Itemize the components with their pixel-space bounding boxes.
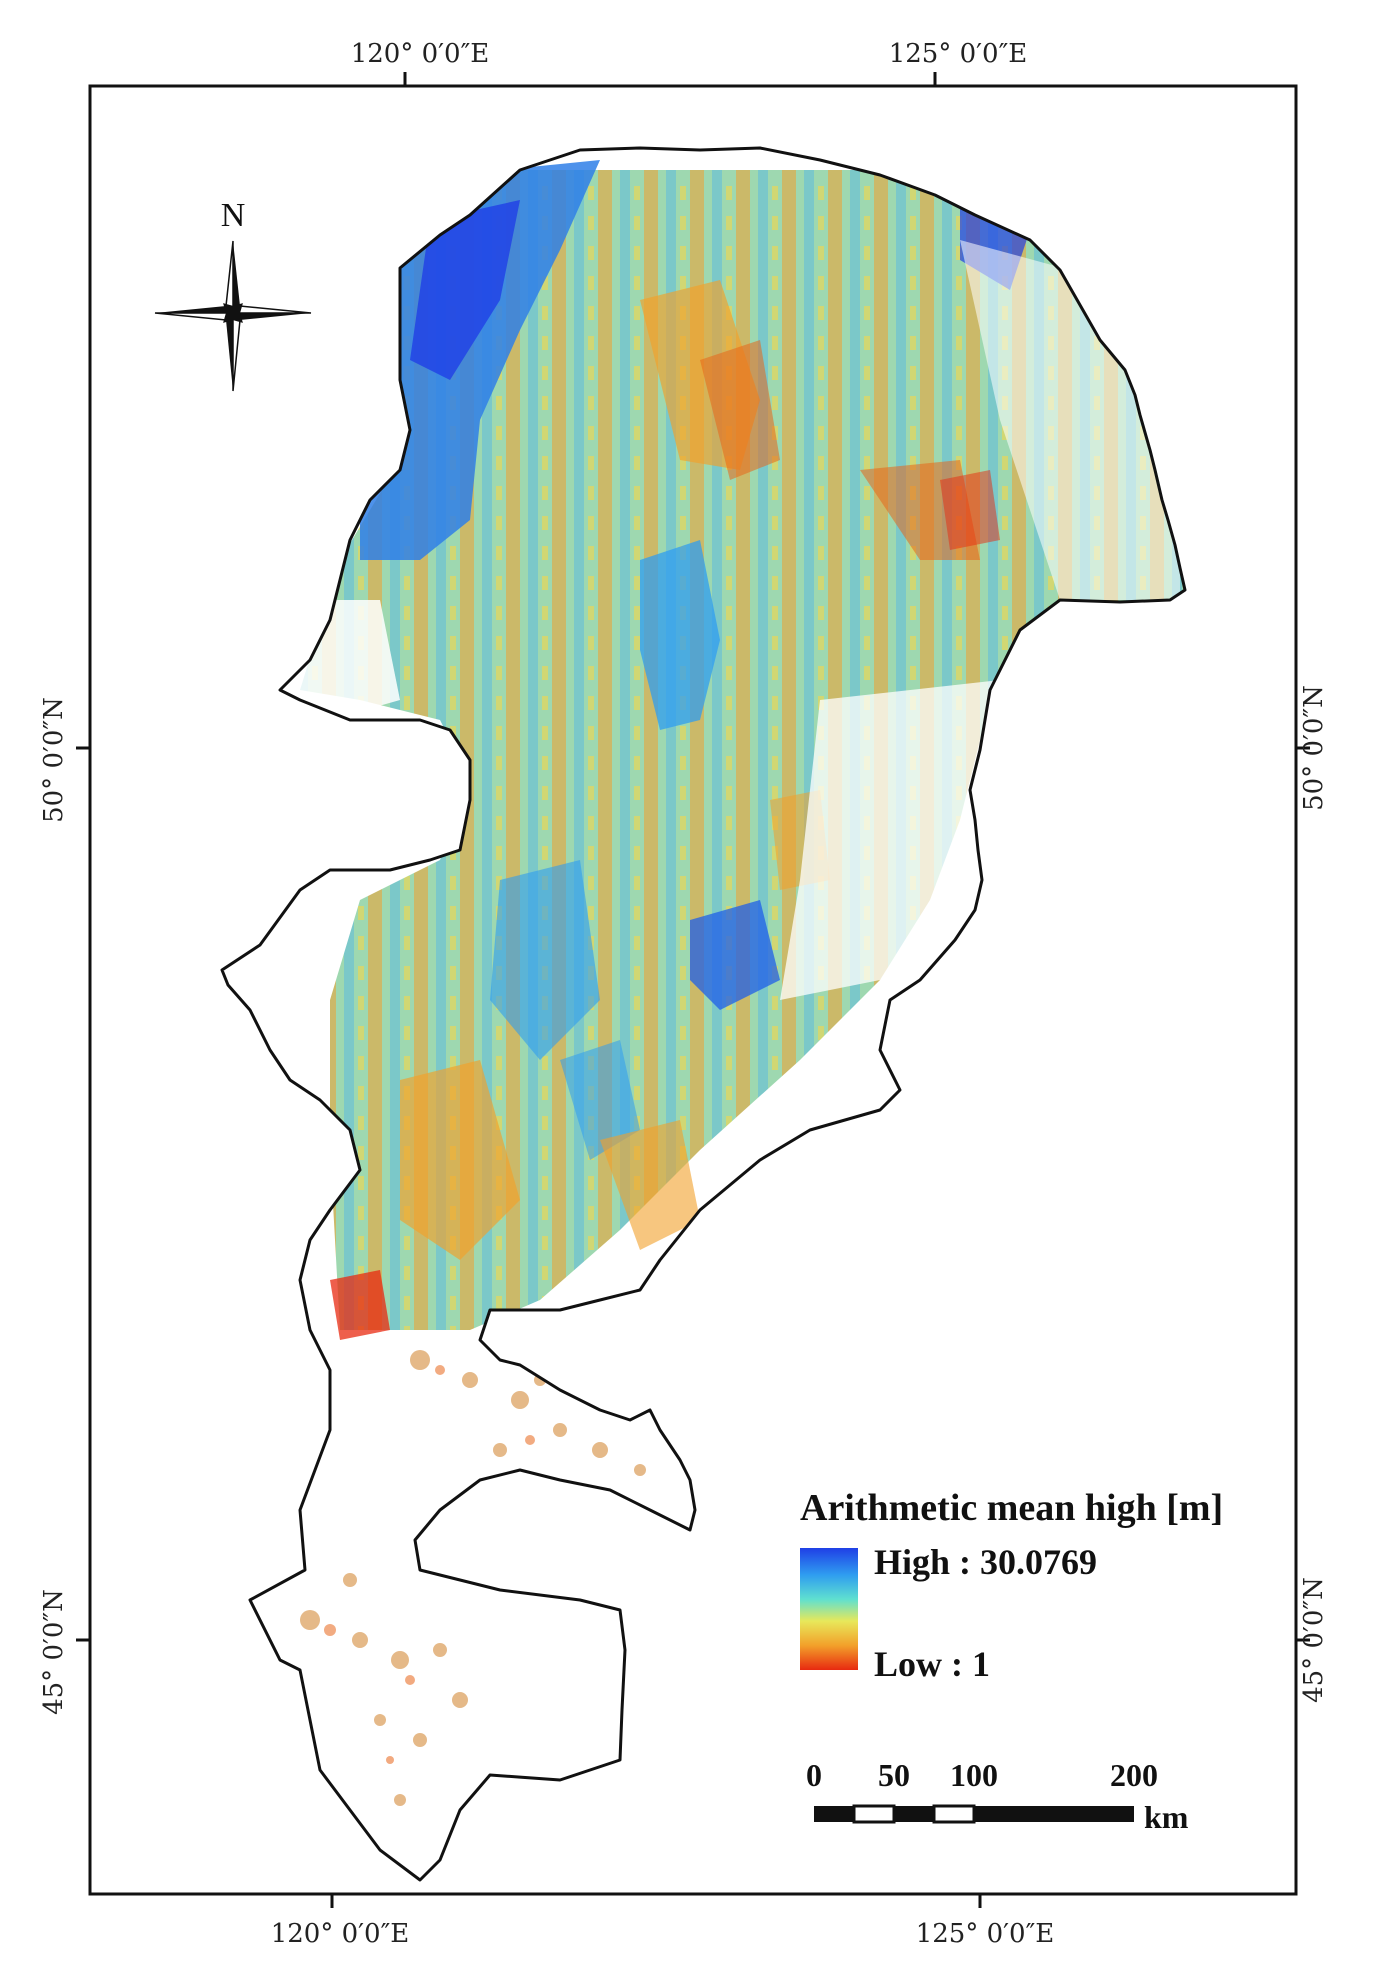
scale-bar-segment-2: [852, 1804, 896, 1824]
scale-label-0: 0: [806, 1757, 822, 1793]
legend: Arithmetic mean high [m] High : 30.0769 …: [800, 1487, 1223, 1684]
left-lat-label-1: 50° 0′0″N: [39, 697, 69, 823]
top-lon-label-1: 120° 0′0″E: [351, 39, 490, 69]
legend-low-label: Low : 1: [874, 1644, 990, 1684]
right-lat-label-1: 50° 0′0″N: [1299, 685, 1329, 811]
legend-title: Arithmetic mean high [m]: [800, 1487, 1223, 1529]
left-lat-label-2: 45° 0′0″N: [39, 1589, 69, 1715]
north-arrow: N: [154, 197, 312, 392]
north-label: N: [221, 197, 246, 234]
top-lon-label-2: 125° 0′0″E: [889, 39, 1028, 69]
bottom-lon-label-1: 120° 0′0″E: [271, 1919, 410, 1949]
scale-label-100: 100: [950, 1757, 998, 1793]
scale-bar-segment-1: [814, 1806, 854, 1822]
scale-unit: km: [1144, 1799, 1189, 1835]
scale-bar: 0 50 100 200 km: [806, 1757, 1189, 1835]
legend-high-label: High : 30.0769: [874, 1542, 1097, 1582]
right-lat-label-2: 45° 0′0″N: [1299, 1577, 1329, 1703]
scale-bar-segment-5: [974, 1806, 1134, 1822]
bottom-lon-label-2: 125° 0′0″E: [916, 1919, 1055, 1949]
scale-label-200: 200: [1110, 1757, 1158, 1793]
graticule-ticks: [76, 72, 1310, 1908]
region-boundary: [220, 146, 1187, 1882]
scale-label-50: 50: [878, 1757, 910, 1793]
compass-rose-icon: [154, 240, 312, 392]
scale-bar-segment-4: [932, 1804, 976, 1824]
scale-bar-segment-3: [894, 1806, 934, 1822]
legend-color-ramp: [800, 1548, 858, 1670]
